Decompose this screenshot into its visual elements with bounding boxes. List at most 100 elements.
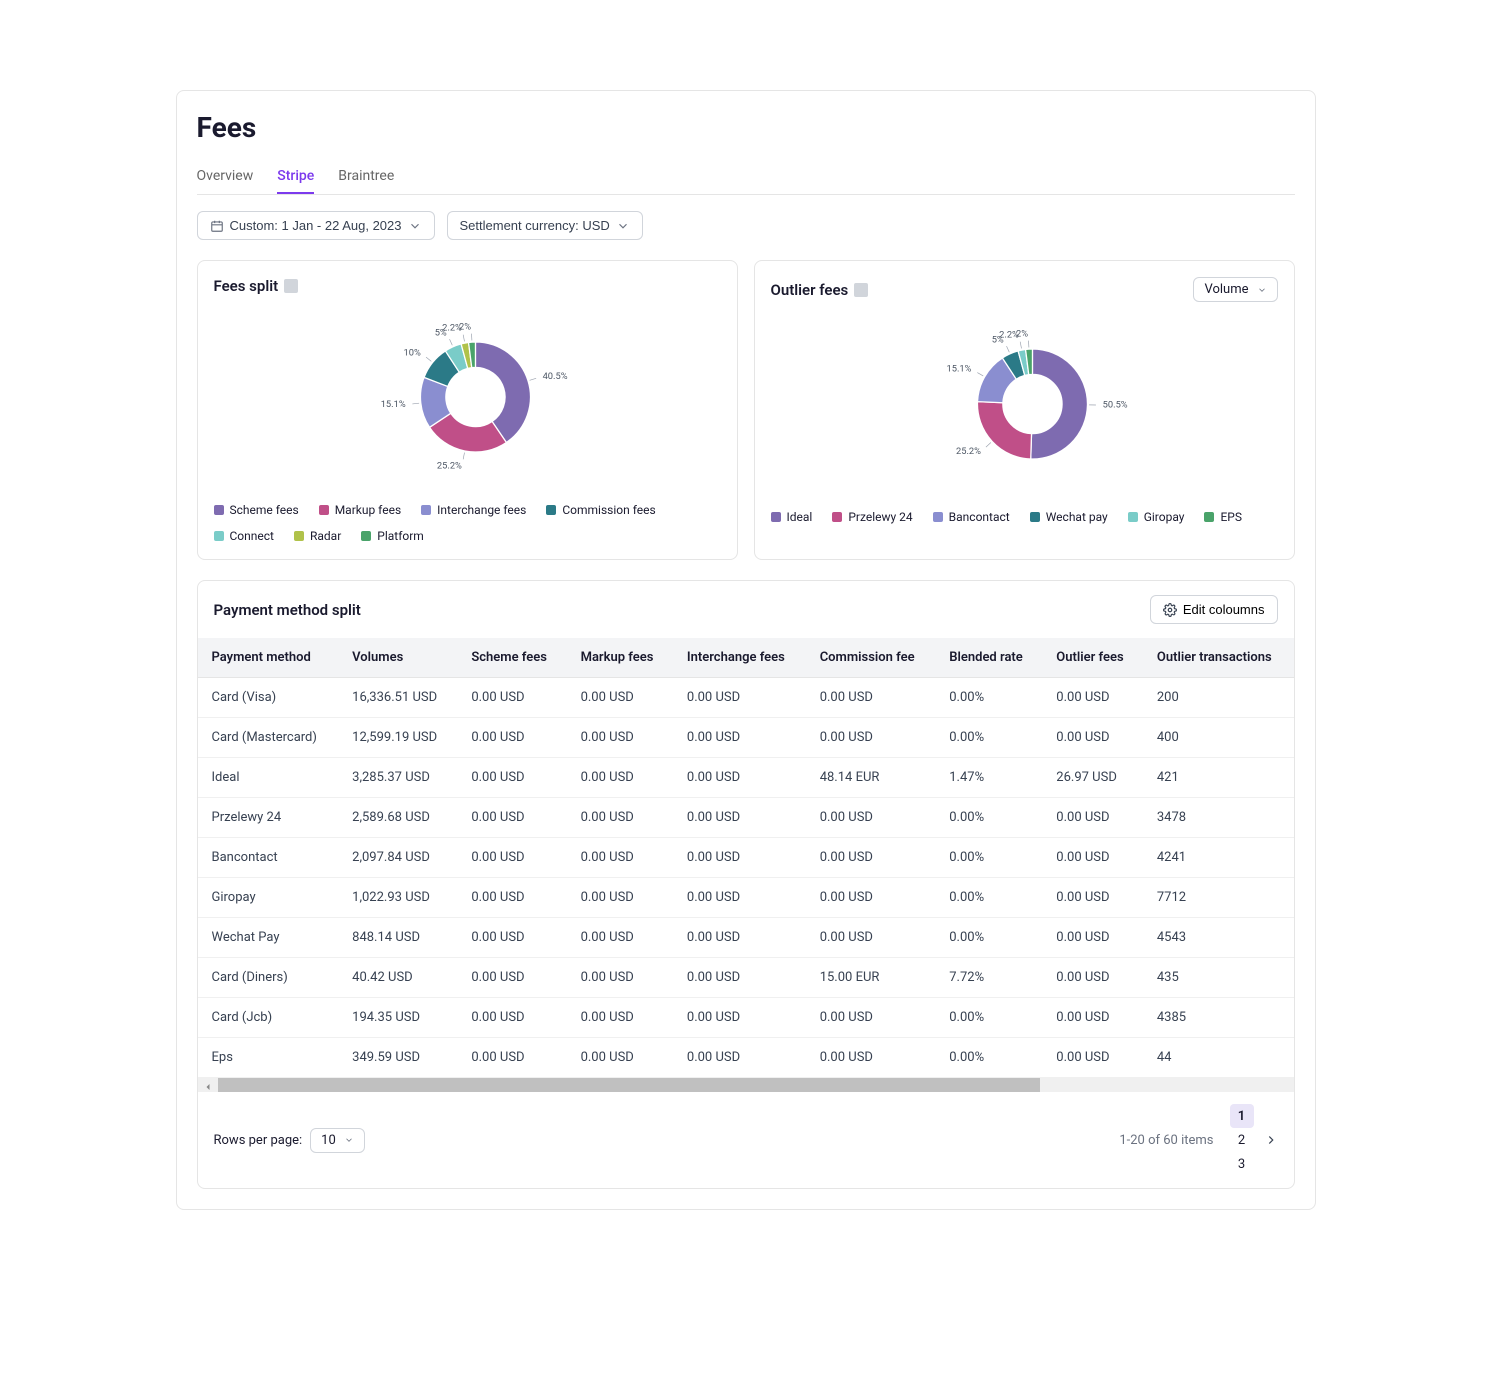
donut-slice xyxy=(1031,349,1088,459)
table-header-cell[interactable]: Markup fees xyxy=(567,638,673,678)
table-cell: 848.14 USD xyxy=(338,918,457,958)
table-cell: 0.00 USD xyxy=(567,998,673,1038)
table-cell: 0.00 USD xyxy=(567,798,673,838)
table-cell: 400 xyxy=(1143,718,1294,758)
table-cell: 0.00 USD xyxy=(457,958,566,998)
legend-swatch xyxy=(361,531,371,541)
table-header-cell[interactable]: Commission fee xyxy=(806,638,936,678)
table-cell: 0.00 USD xyxy=(567,958,673,998)
legend-item: Commission fees xyxy=(546,503,655,517)
table-cell: 0.00 USD xyxy=(567,678,673,718)
table-cell: 0.00% xyxy=(935,718,1042,758)
table-cell: 0.00 USD xyxy=(673,758,806,798)
edit-columns-label: Edit coloumns xyxy=(1183,602,1265,617)
next-page-button[interactable] xyxy=(1264,1133,1278,1147)
table-cell: 0.00 USD xyxy=(806,718,936,758)
info-icon[interactable] xyxy=(284,279,298,293)
table-scroll-wrap[interactable]: Payment methodVolumesScheme feesMarkup f… xyxy=(198,638,1294,1078)
table-cell: 15.00 EUR xyxy=(806,958,936,998)
outlier-fees-donut: 50.5%25.2%15.1%5%2.2%2% xyxy=(771,314,1278,494)
table-cell: 0.00% xyxy=(935,918,1042,958)
table-cell: 349.59 USD xyxy=(338,1038,457,1078)
tab-stripe[interactable]: Stripe xyxy=(277,160,314,194)
payment-method-table: Payment methodVolumesScheme feesMarkup f… xyxy=(198,638,1294,1078)
table-row[interactable]: Card (Visa)16,336.51 USD0.00 USD0.00 USD… xyxy=(198,678,1294,718)
table-row[interactable]: Eps349.59 USD0.00 USD0.00 USD0.00 USD0.0… xyxy=(198,1038,1294,1078)
table-header-cell[interactable]: Blended rate xyxy=(935,638,1042,678)
table-header-cell[interactable]: Outlier fees xyxy=(1042,638,1143,678)
table-cell: 40.42 USD xyxy=(338,958,457,998)
table-cell: 0.00 USD xyxy=(673,1038,806,1078)
page-button-1[interactable]: 1 xyxy=(1230,1104,1254,1128)
scrollbar-thumb[interactable] xyxy=(218,1078,1040,1092)
tab-braintree[interactable]: Braintree xyxy=(338,160,394,194)
table-cell: 0.00 USD xyxy=(673,838,806,878)
table-cell: 0.00 USD xyxy=(567,838,673,878)
table-cell: 0.00 USD xyxy=(1042,678,1143,718)
legend-swatch xyxy=(294,531,304,541)
table-cell: 2,097.84 USD xyxy=(338,838,457,878)
table-row[interactable]: Przelewy 242,589.68 USD0.00 USD0.00 USD0… xyxy=(198,798,1294,838)
charts-row: Fees split 40.5%25.2%15.1%10%5%2.2%2% Sc… xyxy=(197,260,1295,560)
edit-columns-button[interactable]: Edit coloumns xyxy=(1150,595,1278,624)
rows-per-page: Rows per page: 10 xyxy=(214,1128,365,1153)
outlier-fees-title-text: Outlier fees xyxy=(771,281,849,299)
table-cell: 0.00 USD xyxy=(1042,1038,1143,1078)
legend-swatch xyxy=(319,505,329,515)
table-cell: 16,336.51 USD xyxy=(338,678,457,718)
table-cell: 4241 xyxy=(1143,838,1294,878)
table-cell: Wechat Pay xyxy=(198,918,339,958)
table-header-cell[interactable]: Volumes xyxy=(338,638,457,678)
slice-label: 2% xyxy=(1016,328,1028,339)
table-row[interactable]: Wechat Pay848.14 USD0.00 USD0.00 USD0.00… xyxy=(198,918,1294,958)
legend-label: Connect xyxy=(230,529,274,543)
table-cell: 0.00 USD xyxy=(1042,918,1143,958)
dashboard: Fees Overview Stripe Braintree Custom: 1 J… xyxy=(176,90,1316,1210)
table-cell: 0.00 USD xyxy=(806,678,936,718)
table-row[interactable]: Giropay1,022.93 USD0.00 USD0.00 USD0.00 … xyxy=(198,878,1294,918)
chevron-down-icon xyxy=(408,219,422,233)
info-icon[interactable] xyxy=(854,283,868,297)
table-cell: 44 xyxy=(1143,1038,1294,1078)
table-cell: 12,599.19 USD xyxy=(338,718,457,758)
table-row[interactable]: Card (Diners)40.42 USD0.00 USD0.00 USD0.… xyxy=(198,958,1294,998)
table-cell: 0.00 USD xyxy=(673,878,806,918)
page-title: Fees xyxy=(197,111,1295,144)
table-cell: Card (Diners) xyxy=(198,958,339,998)
table-header-cell[interactable]: Interchange fees xyxy=(673,638,806,678)
table-header-cell[interactable]: Payment method xyxy=(198,638,339,678)
legend-label: Markup fees xyxy=(335,503,401,517)
pagination: 1-20 of 60 items 123 xyxy=(1119,1104,1277,1176)
table-row[interactable]: Card (Mastercard)12,599.19 USD0.00 USD0.… xyxy=(198,718,1294,758)
table-row[interactable]: Ideal3,285.37 USD0.00 USD0.00 USD0.00 US… xyxy=(198,758,1294,798)
table-cell: 0.00% xyxy=(935,878,1042,918)
legend-label: Wechat pay xyxy=(1046,510,1108,524)
legend-item: Giropay xyxy=(1128,510,1185,524)
page-button-2[interactable]: 2 xyxy=(1230,1128,1254,1152)
legend-item: EPS xyxy=(1204,510,1242,524)
table-cell: 0.00 USD xyxy=(806,798,936,838)
table-header-cell[interactable]: Scheme fees xyxy=(457,638,566,678)
currency-filter[interactable]: Settlement currency: USD xyxy=(447,211,643,240)
page-button-3[interactable]: 3 xyxy=(1230,1152,1254,1176)
table-cell: 0.00 USD xyxy=(1042,998,1143,1038)
table-cell: Ideal xyxy=(198,758,339,798)
horizontal-scrollbar[interactable] xyxy=(198,1078,1294,1092)
slice-label: 15.1% xyxy=(947,364,972,375)
table-cell: 4385 xyxy=(1143,998,1294,1038)
table-cell: 0.00 USD xyxy=(673,718,806,758)
rows-per-page-select[interactable]: 10 xyxy=(310,1128,365,1153)
table-cell: Giropay xyxy=(198,878,339,918)
legend-swatch xyxy=(771,512,781,522)
table-header-cell[interactable]: Outlier transactions xyxy=(1143,638,1294,678)
table-cell: 0.00 USD xyxy=(567,758,673,798)
tab-overview[interactable]: Overview xyxy=(197,160,254,194)
table-cell: 0.00 USD xyxy=(806,1038,936,1078)
legend-label: Commission fees xyxy=(562,503,655,517)
table-row[interactable]: Card (Jcb)194.35 USD0.00 USD0.00 USD0.00… xyxy=(198,998,1294,1038)
slice-label: 25.2% xyxy=(437,460,462,471)
volume-select[interactable]: Volume xyxy=(1193,277,1277,302)
date-range-filter[interactable]: Custom: 1 Jan - 22 Aug, 2023 xyxy=(197,211,435,240)
table-row[interactable]: Bancontact2,097.84 USD0.00 USD0.00 USD0.… xyxy=(198,838,1294,878)
table-cell: 0.00% xyxy=(935,838,1042,878)
